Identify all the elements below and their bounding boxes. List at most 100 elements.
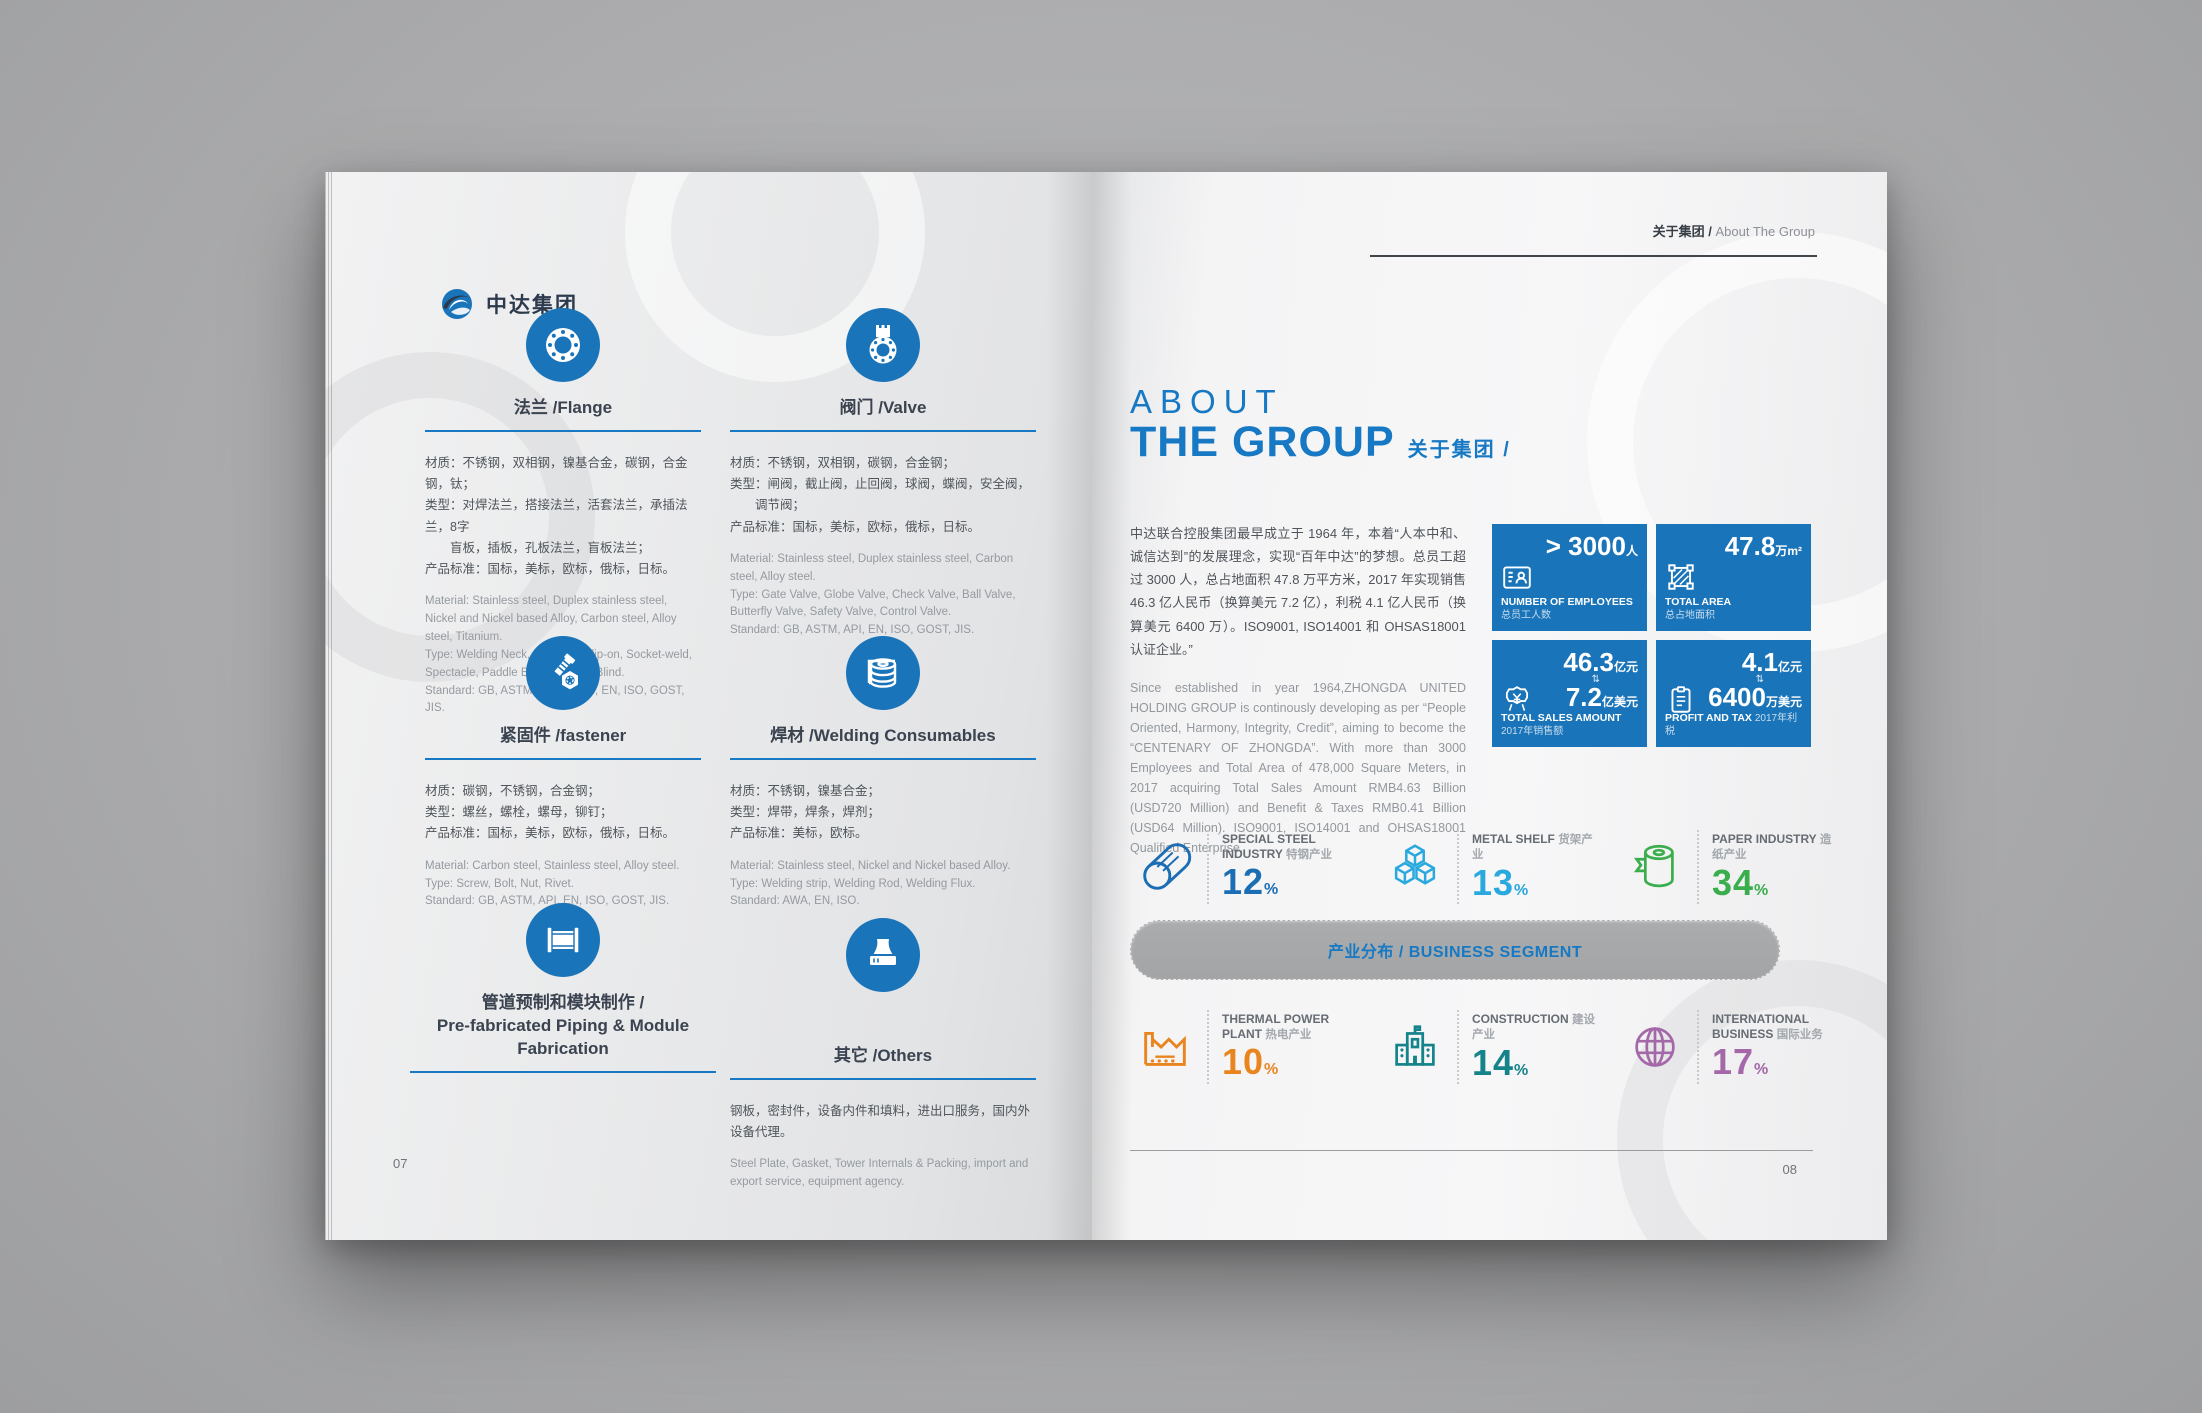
- business-segment-band-label: 产业分布 / BUSINESS SEGMENT: [1327, 944, 1583, 961]
- stat-label-cn: 总员工人数: [1501, 610, 1551, 622]
- percent-sign: %: [1514, 1061, 1529, 1079]
- dotted-divider: [1457, 1010, 1459, 1084]
- segment-metal-shelf: METAL SHELF 货架产业 13%: [1382, 824, 1598, 910]
- segment-info: METAL SHELF 货架产业 13%: [1472, 832, 1598, 902]
- segment-percent: 34%: [1712, 862, 1838, 903]
- segment-percent-value: 12: [1222, 861, 1265, 903]
- stat-label: TOTAL AREA 总占地面积: [1665, 596, 1805, 623]
- tower-icon: [846, 918, 920, 992]
- percent-sign: %: [1264, 881, 1279, 899]
- stat-value-unit: 人: [1625, 544, 1638, 558]
- section-welding: 焊材 /Welding Consumables 材质：不锈钢，镍基合金； 类型：…: [730, 636, 1036, 911]
- stat-label-en: PROFIT AND TAX: [1665, 711, 1752, 724]
- segment-label: THERMAL POWER PLANT 热电产业: [1222, 1012, 1348, 1042]
- stat-value2-main: 7.2: [1565, 681, 1602, 712]
- business-segment-band: 产业分布 / BUSINESS SEGMENT: [1130, 920, 1780, 980]
- segment-percent: 14%: [1472, 1041, 1598, 1083]
- stat-value: 46.3亿元 ⇅ 7.2亿美元: [1563, 647, 1638, 712]
- stat-value2-unit: 万美元: [1765, 694, 1802, 709]
- section-specs-cn: 材质：不锈钢，镍基合金； 类型：焊带，焊条，焊剂； 产品标准：美标，欧标。: [730, 783, 881, 841]
- stat-value: 47.8万m²: [1724, 531, 1802, 561]
- paper-roll-icon: [1622, 838, 1688, 896]
- welding-spool-icon: [846, 636, 920, 710]
- running-header-cn: 关于集团 /: [1652, 224, 1712, 239]
- segment-percent-value: 17: [1712, 1041, 1755, 1083]
- page-title-line1: ABOUT: [1130, 383, 1284, 420]
- segment-info: INTERNATIONAL BUSINESS 国际业务 17%: [1712, 1012, 1838, 1082]
- section-divider: [730, 429, 1036, 432]
- segment-label-cn: 热电产业: [1265, 1029, 1312, 1042]
- section-fastener: 紧固件 /fastener 材质：碳钢，不锈钢，合金钢； 类型：螺丝，螺栓，螺母…: [425, 636, 701, 911]
- stat-value2-unit: 亿美元: [1601, 694, 1638, 709]
- section-specs-en: Material: Carbon steel, Stainless steel,…: [425, 859, 680, 908]
- segment-percent-value: 14: [1472, 1041, 1515, 1083]
- segment-info: PAPER INDUSTRY 造纸产业 34%: [1712, 832, 1838, 902]
- pipe-spool-icon: [526, 903, 600, 977]
- section-specs-en: Steel Plate, Gasket, Tower Internals & P…: [730, 1158, 1029, 1189]
- section-flange: 法兰 /Flange 材质：不锈钢，双相钢，镍基合金，碳钢，合金钢，钛； 类型：…: [425, 308, 701, 718]
- segment-label-cn: 造纸产业: [1712, 833, 1832, 862]
- stat-value-main: 4.1: [1741, 647, 1778, 677]
- segment-international: INTERNATIONAL BUSINESS 国际业务 17%: [1622, 1004, 1838, 1090]
- page-number-left: 07: [393, 1156, 408, 1171]
- intro-paragraph-en: Since established in year 1964,ZHONGDA U…: [1130, 680, 1466, 855]
- segment-label-cn: 特钢产业: [1286, 849, 1333, 862]
- page-title: ABOUT THE GROUP 关于集团 /: [1130, 383, 1511, 465]
- stat-grid: > 3000人 NUMBER OF EMPLOYEES 总员工人数 47.8万m…: [1492, 524, 1811, 747]
- section-divider: [410, 1070, 716, 1073]
- segment-percent: 12%: [1222, 862, 1348, 902]
- factory-icon: [1132, 1018, 1198, 1076]
- brochure-spread: 中达集团 法兰 /Flange 材质：不锈钢，双相钢，镍基合金，碳钢，合金: [325, 172, 1887, 1240]
- segment-percent: 17%: [1712, 1042, 1838, 1082]
- segment-label-en: SPECIAL STEEL INDUSTRY: [1222, 832, 1316, 862]
- section-title: 法兰 /Flange: [513, 398, 613, 417]
- area-icon: [1668, 564, 1694, 590]
- stat-total-sales: 46.3亿元 ⇅ 7.2亿美元 TOTAL SALES AMOUNT 2017年…: [1492, 640, 1647, 747]
- section-title: 紧固件 /fastener: [499, 726, 627, 745]
- segment-info: SPECIAL STEEL INDUSTRY 特钢产业 12%: [1222, 832, 1348, 902]
- segment-info: THERMAL POWER PLANT 热电产业 10%: [1222, 1012, 1348, 1082]
- segment-label-cn: 建设产业: [1472, 1013, 1596, 1042]
- section-specs-en: Material: Stainless steel, Nickel and Ni…: [730, 859, 1011, 908]
- page-number-right: 08: [1782, 1162, 1797, 1177]
- page-title-line2-row: THE GROUP 关于集团 /: [1130, 420, 1511, 465]
- section-specs-en: Material: Stainless steel, Duplex stainl…: [730, 552, 1016, 637]
- conversion-arrow-icon: ⇅: [1591, 674, 1600, 686]
- page-left: 中达集团 法兰 /Flange 材质：不锈钢，双相钢，镍基合金，碳钢，合金: [325, 172, 1092, 1240]
- dotted-divider: [1697, 1010, 1699, 1084]
- section-divider: [730, 757, 1036, 760]
- section-title: 其它 /Others: [833, 1046, 933, 1065]
- segment-paper-industry: PAPER INDUSTRY 造纸产业 34%: [1622, 824, 1838, 910]
- sales-badge-icon: [1505, 686, 1529, 711]
- building-icon: [1382, 1018, 1448, 1076]
- running-header-en: About The Group: [1711, 224, 1816, 239]
- segment-construction: CONSTRUCTION 建设产业 14%: [1382, 1004, 1598, 1090]
- section-specs-cn: 材质：不锈钢，双相钢，镍基合金，碳钢，合金钢，钛； 类型：对焊法兰，搭接法兰，活…: [425, 455, 688, 577]
- percent-sign: %: [1754, 1061, 1769, 1079]
- stat-label-cn: 2017年利税: [1665, 712, 1798, 738]
- section-specs-en: Material: Stainless steel, Duplex stainl…: [425, 595, 692, 715]
- page-right: 关于集团 / About The Group ABOUT THE GROUP 关…: [1092, 172, 1887, 1240]
- segment-label: METAL SHELF 货架产业: [1472, 832, 1598, 863]
- brand-logo-icon: [442, 289, 472, 319]
- segment-label-en: CONSTRUCTION: [1472, 1011, 1569, 1026]
- stat-value-main: 46.3: [1563, 647, 1614, 677]
- segment-percent-value: 13: [1472, 861, 1515, 903]
- stat-label: TOTAL SALES AMOUNT 2017年销售额: [1501, 712, 1641, 739]
- cubes-icon: [1382, 838, 1448, 896]
- stat-label-en: TOTAL AREA: [1665, 595, 1732, 608]
- percent-sign: %: [1264, 1061, 1279, 1079]
- segment-label-en: PAPER INDUSTRY: [1712, 831, 1817, 846]
- page-title-line2: THE GROUP: [1130, 418, 1395, 467]
- stat-value-unit: 亿元: [1777, 660, 1802, 674]
- section-title: 焊材 /Welding Consumables: [770, 726, 996, 745]
- stat-value-main: 47.8: [1724, 531, 1776, 561]
- stat-value-unit: 万m²: [1775, 544, 1802, 558]
- segment-label-en: METAL SHELF: [1472, 831, 1555, 846]
- flange-watermark: [1617, 960, 1887, 1240]
- stat-value-unit: 亿元: [1613, 660, 1638, 674]
- dotted-divider: [1697, 830, 1699, 904]
- stat-employees: > 3000人 NUMBER OF EMPLOYEES 总员工人数: [1492, 524, 1647, 631]
- page-title-cn: 关于集团 /: [1407, 439, 1511, 462]
- footer-rule: [1130, 1150, 1813, 1151]
